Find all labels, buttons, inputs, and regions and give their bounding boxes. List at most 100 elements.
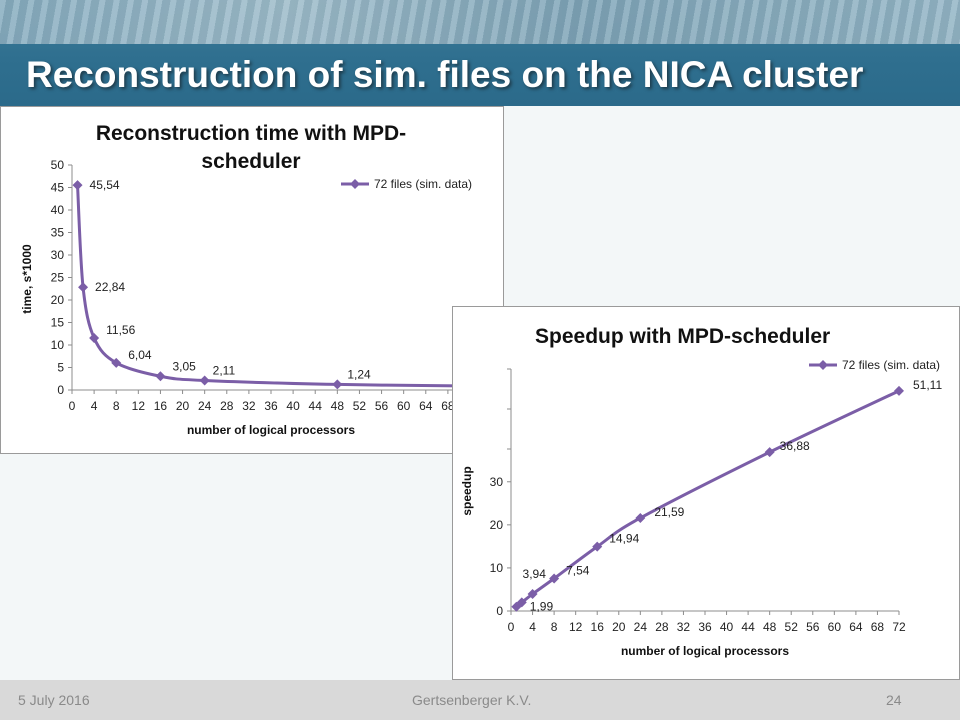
y-tick-label: 25	[51, 271, 65, 285]
x-tick-label: 40	[720, 620, 734, 634]
y-tick-label: 30	[51, 248, 65, 262]
x-tick-label: 20	[612, 620, 626, 634]
x-tick-label: 24	[198, 399, 212, 413]
x-tick-label: 68	[441, 399, 455, 413]
y-tick-label: 45	[51, 181, 65, 195]
x-tick-label: 56	[806, 620, 820, 634]
x-tick-label: 24	[634, 620, 648, 634]
x-tick-label: 28	[655, 620, 669, 634]
x-tick-label: 4	[91, 399, 98, 413]
data-point-marker	[764, 447, 775, 458]
x-tick-label: 68	[871, 620, 885, 634]
y-axis-label: speedup	[460, 466, 474, 515]
y-tick-label: 0	[57, 383, 64, 397]
reconstruction-time-chart: Reconstruction time with MPD-scheduler 0 5…	[0, 106, 504, 454]
x-tick-label: 12	[132, 399, 146, 413]
chart-title: Speedup with MPD-scheduler	[535, 325, 830, 348]
data-label: 45,54	[90, 178, 120, 192]
y-tick-label: 20	[490, 518, 504, 532]
y-tick-label: 50	[51, 158, 65, 172]
x-tick-label: 8	[551, 620, 558, 634]
legend-marker	[818, 360, 828, 370]
data-label: 7,54	[566, 564, 590, 578]
y-tick-label: 0	[496, 604, 503, 618]
x-tick-label: 48	[763, 620, 777, 634]
slide-footer: 5 July 2016 Gertsenberger K.V. 24	[0, 680, 960, 720]
x-tick-label: 16	[591, 620, 605, 634]
x-tick-label: 60	[397, 399, 411, 413]
y-tick-label: 10	[490, 561, 504, 575]
x-tick-label: 44	[309, 399, 323, 413]
speedup-chart: Speedup with MPD-scheduler 0 10 20 30 0 4 8 12 16…	[452, 306, 960, 680]
data-label: 3,94	[523, 567, 547, 581]
data-point-marker	[78, 282, 89, 293]
x-tick-label: 48	[331, 399, 345, 413]
legend-entry: 72 files (sim. data)	[842, 358, 940, 372]
y-tick-label: 40	[51, 203, 65, 217]
footer-author: Gertsenberger K.V.	[412, 692, 532, 708]
reconstruction-time-plot: Reconstruction time with MPD-scheduler 0 5…	[20, 122, 482, 437]
data-label: 3,05	[172, 359, 196, 373]
x-tick-label: 4	[529, 620, 536, 634]
slide-title: Reconstruction of sim. files on the NICA…	[26, 54, 864, 95]
x-tick-label: 20	[176, 399, 190, 413]
data-point-marker	[72, 180, 83, 191]
x-tick-label: 72	[892, 620, 906, 634]
data-label: 11,56	[106, 323, 135, 337]
y-tick-label: 20	[51, 293, 65, 307]
data-point-marker	[111, 357, 122, 368]
x-tick-label: 44	[741, 620, 755, 634]
data-label: 1,24	[347, 367, 371, 381]
data-point-marker	[511, 601, 522, 612]
x-tick-label: 52	[785, 620, 799, 634]
y-axis-label: time, s*1000	[20, 244, 34, 314]
x-tick-label: 64	[419, 399, 433, 413]
data-label: 1,99	[530, 599, 554, 613]
x-axis-label: number of logical processors	[187, 423, 355, 437]
x-tick-label: 32	[242, 399, 256, 413]
y-tick-label: 35	[51, 226, 65, 240]
x-tick-label: 64	[849, 620, 863, 634]
x-tick-label: 0	[69, 399, 76, 413]
x-axis-label: number of logical processors	[621, 644, 789, 658]
x-tick-label: 12	[569, 620, 583, 634]
x-tick-label: 36	[264, 399, 278, 413]
data-point-marker	[592, 541, 603, 552]
x-tick-label: 56	[375, 399, 389, 413]
data-point-marker	[635, 512, 646, 523]
data-point-marker	[527, 589, 538, 600]
data-label: 6,04	[128, 348, 152, 362]
x-tick-label: 28	[220, 399, 234, 413]
data-label: 51,11	[913, 378, 942, 392]
y-tick-label: 10	[51, 338, 65, 352]
y-tick-label: 15	[51, 316, 65, 330]
data-label: 22,84	[95, 280, 125, 294]
world-map-strip	[0, 0, 960, 44]
data-point-marker	[894, 385, 904, 396]
x-tick-label: 36	[698, 620, 712, 634]
data-label: 21,59	[654, 505, 684, 519]
data-point-marker	[516, 597, 527, 608]
legend-entry: 72 files (sim. data)	[374, 177, 472, 191]
data-label: 2,11	[213, 364, 236, 378]
x-tick-label: 16	[154, 399, 168, 413]
y-tick-label: 5	[57, 361, 64, 375]
chart-title: scheduler	[201, 150, 300, 173]
data-point-marker	[332, 379, 343, 390]
y-tick-label: 30	[490, 475, 504, 489]
x-tick-label: 40	[286, 399, 300, 413]
data-point-marker	[199, 375, 210, 386]
title-banner	[0, 0, 960, 106]
x-tick-label: 32	[677, 620, 691, 634]
footer-page-number: 24	[886, 692, 902, 708]
data-label: 36,88	[780, 439, 810, 453]
data-point-marker	[549, 573, 560, 584]
x-tick-label: 52	[353, 399, 367, 413]
footer-date: 5 July 2016	[18, 692, 90, 708]
data-point-marker	[155, 371, 166, 382]
data-point-marker	[89, 332, 100, 343]
chart-title: Reconstruction time with MPD-	[96, 122, 406, 145]
data-label: 14,94	[609, 532, 639, 546]
x-tick-label: 0	[508, 620, 515, 634]
